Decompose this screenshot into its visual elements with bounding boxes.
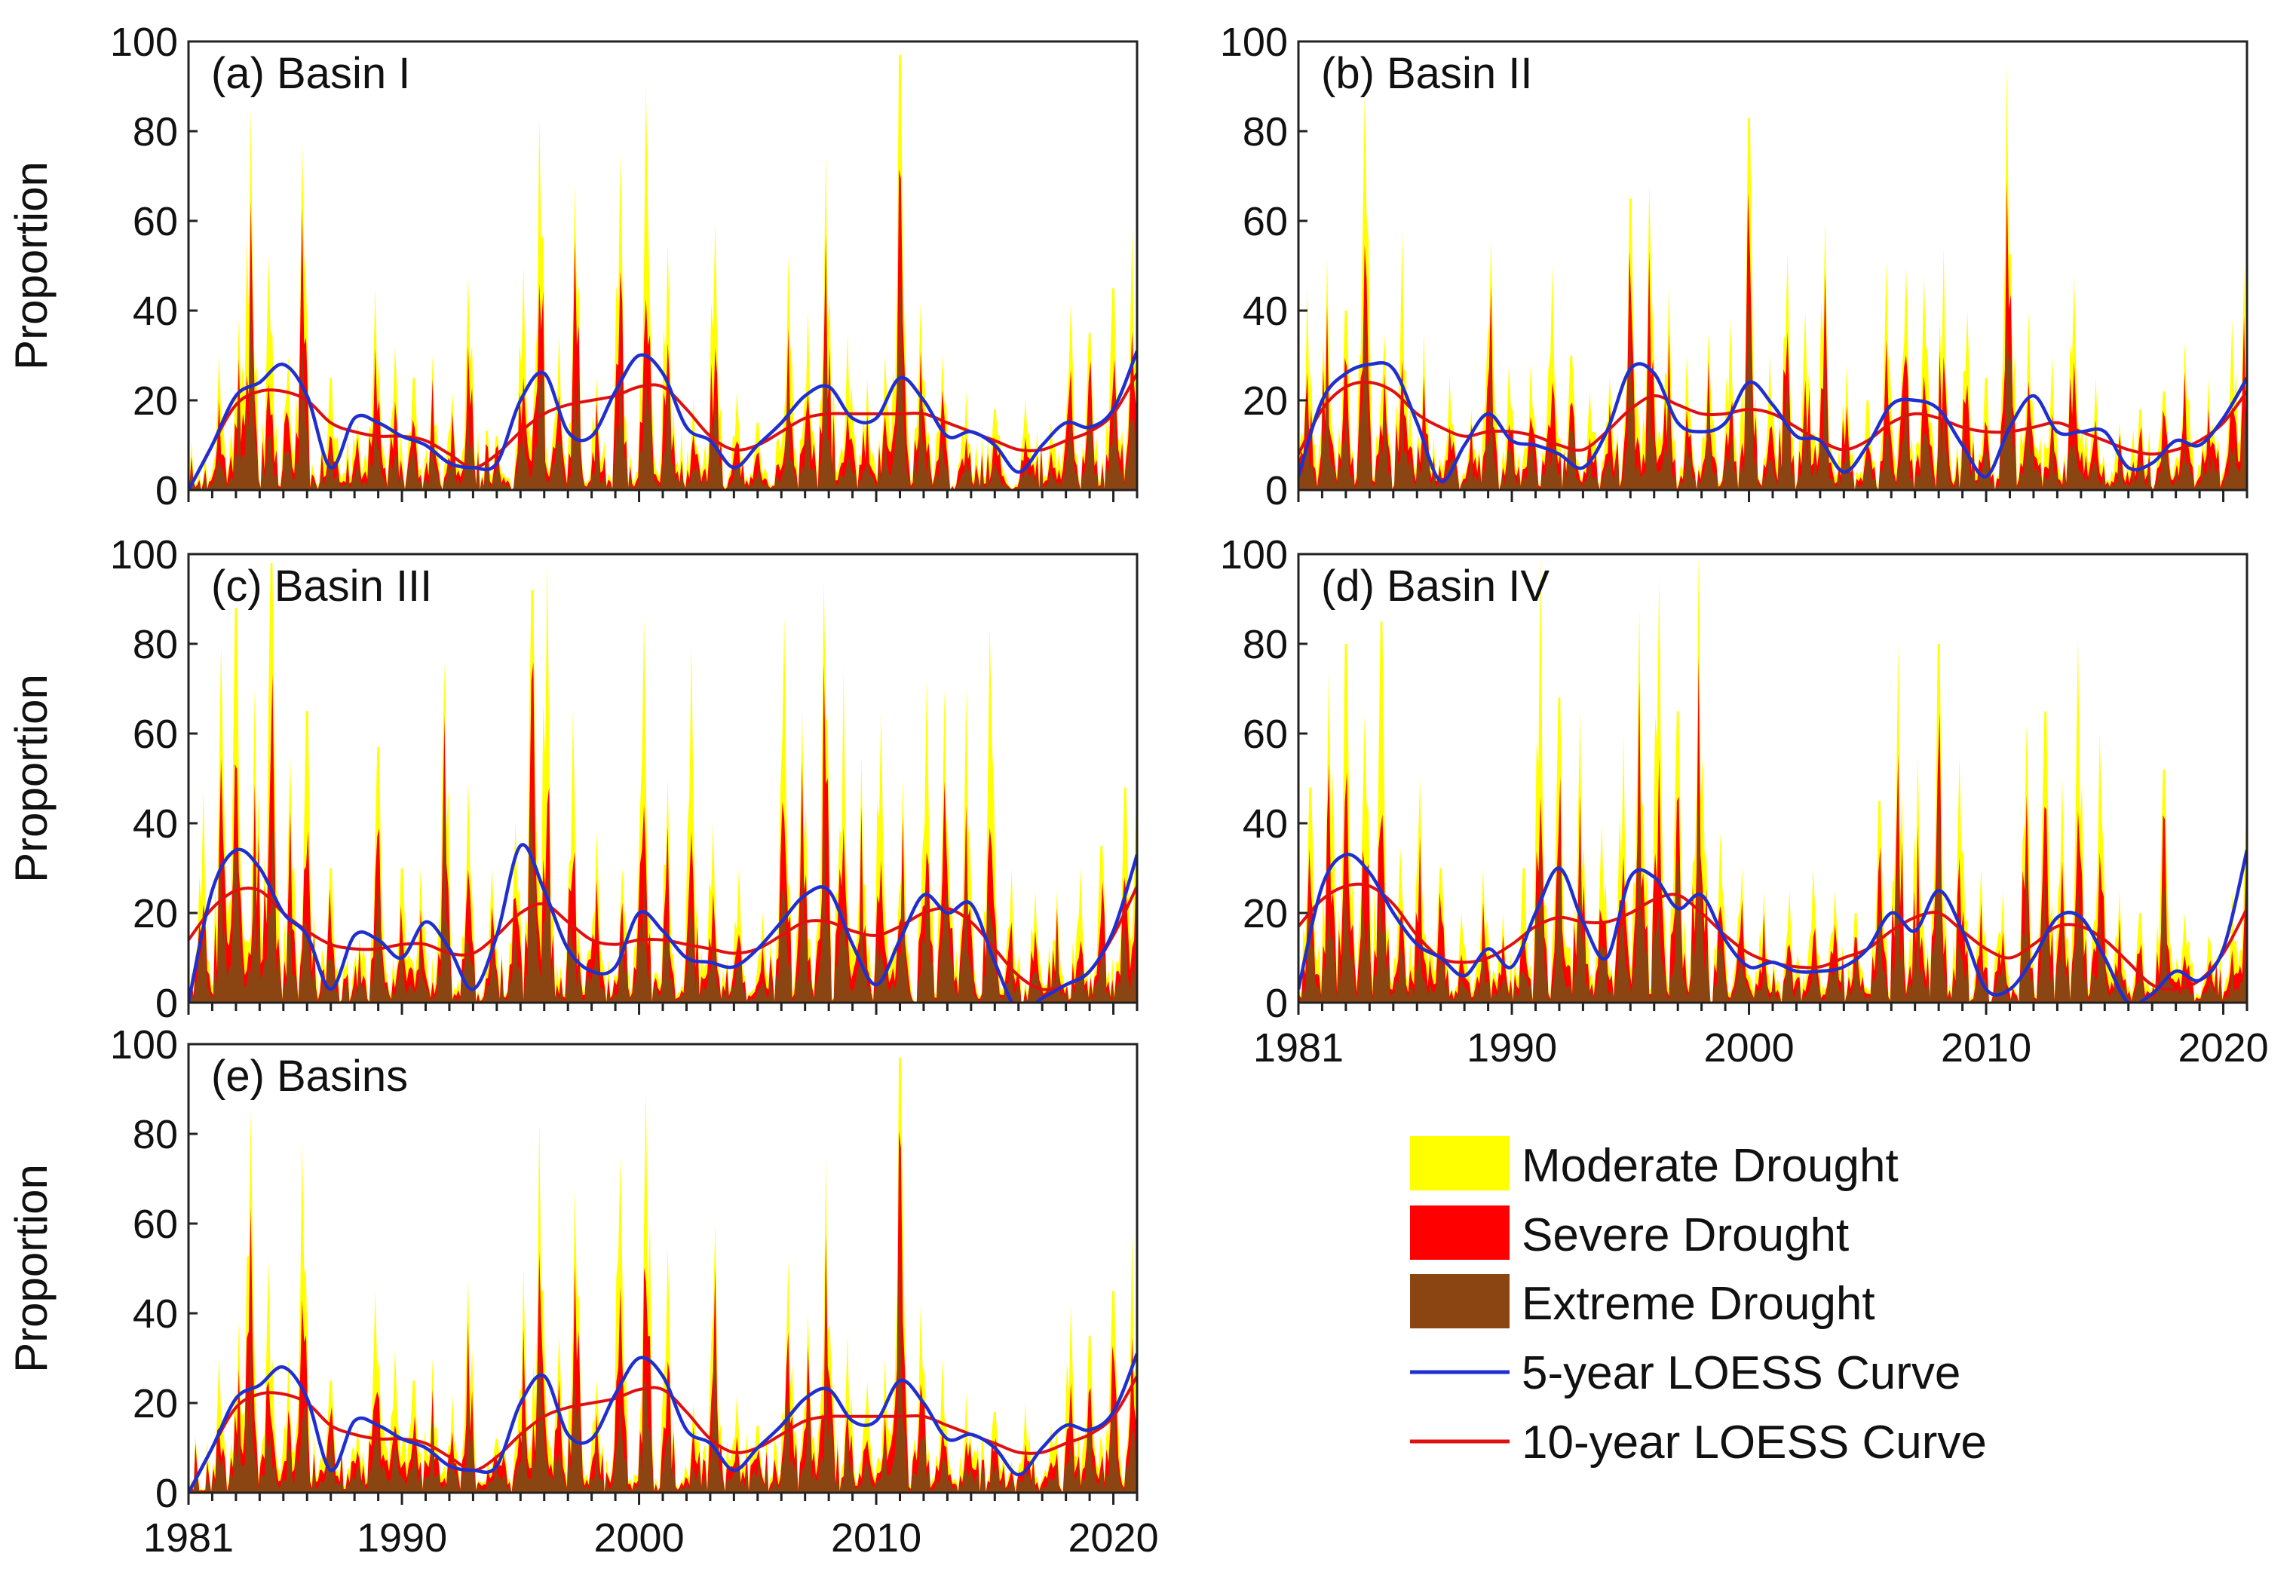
x-tick-label: 1981 bbox=[1253, 1025, 1344, 1071]
y-tick-label: 0 bbox=[155, 1471, 178, 1516]
legend-label-4: 5-year LOESS Curve bbox=[1522, 1347, 1960, 1399]
y-tick-label: 100 bbox=[110, 532, 178, 577]
loess-10yr-line bbox=[1298, 380, 2247, 456]
legend-label-2: Severe Drought bbox=[1522, 1209, 1849, 1261]
y-tick-label: 100 bbox=[110, 1022, 178, 1068]
severe-drought-area bbox=[1298, 180, 2247, 490]
legend-swatch-2 bbox=[1410, 1205, 1510, 1260]
severe-drought-area bbox=[189, 662, 1137, 1003]
loess-5yr-line bbox=[189, 350, 1137, 490]
legend-swatch-3 bbox=[1410, 1274, 1510, 1328]
loess-5yr-line bbox=[1298, 360, 2247, 483]
y-tick-label: 40 bbox=[1243, 289, 1288, 334]
extreme-drought-area bbox=[1298, 302, 2247, 490]
x-tick-label: 1981 bbox=[143, 1515, 234, 1561]
y-tick-label: 80 bbox=[1243, 622, 1288, 667]
y-tick-label: 0 bbox=[1265, 981, 1288, 1026]
y-tick-label: 100 bbox=[1220, 532, 1288, 577]
y-tick-label: 40 bbox=[133, 801, 178, 847]
y-tick-label: 60 bbox=[1243, 199, 1288, 244]
x-tick-label: 2020 bbox=[1068, 1515, 1158, 1561]
plot-area bbox=[189, 54, 1137, 490]
y-tick-label: 20 bbox=[133, 378, 178, 424]
y-tick-label: 60 bbox=[1243, 712, 1288, 757]
x-tick-label: 2000 bbox=[1703, 1025, 1794, 1071]
y-tick-label: 80 bbox=[133, 109, 178, 155]
moderate-drought-area bbox=[1298, 554, 2247, 1003]
legend: Moderate Drought Severe Drought Extreme Dr… bbox=[1410, 1136, 1987, 1469]
loess-5yr-line bbox=[189, 843, 1137, 1003]
panel-title: (a) Basin I bbox=[211, 49, 410, 98]
y-tick-label: 60 bbox=[133, 199, 178, 244]
legend-swatch-1 bbox=[1410, 1136, 1510, 1190]
y-tick-label: 40 bbox=[1243, 801, 1288, 847]
plot-area bbox=[1298, 63, 2247, 490]
panel-1: 0 20 40 60 80 100 Proportion (a) Basin I bbox=[6, 20, 1139, 513]
extreme-drought-area bbox=[189, 280, 1137, 490]
panel-title: (e) Basins bbox=[211, 1052, 408, 1101]
x-tick-label: 1990 bbox=[357, 1515, 447, 1561]
panel-title: (c) Basin III bbox=[211, 562, 432, 611]
y-tick-label: 80 bbox=[133, 1112, 178, 1157]
plot-area bbox=[1298, 554, 2247, 1003]
panel-title: (b) Basin II bbox=[1321, 49, 1532, 98]
y-tick-label: 80 bbox=[1243, 109, 1288, 155]
y-tick-label: 0 bbox=[155, 981, 178, 1026]
panel-3: 0 20 40 60 80 100 Proportion (c) Basin III bbox=[6, 532, 1139, 1026]
x-tick-label: 1990 bbox=[1467, 1025, 1557, 1071]
extreme-drought-area bbox=[1298, 776, 2247, 1003]
y-tick-label: 20 bbox=[133, 891, 178, 936]
plot-area bbox=[189, 1057, 1137, 1493]
y-axis-title: Proportion bbox=[6, 161, 57, 370]
loess-5yr-line bbox=[189, 1352, 1137, 1493]
y-tick-label: 100 bbox=[110, 20, 178, 65]
y-tick-label: 20 bbox=[1243, 891, 1288, 936]
y-axis-title: Proportion bbox=[6, 674, 57, 883]
x-tick-label: 2000 bbox=[593, 1515, 684, 1561]
panel-4: 0 20 40 60 80 100 1981 1990 2000 2010 2020 (d) Basi… bbox=[1220, 532, 2269, 1071]
moderate-drought-area bbox=[189, 562, 1137, 1003]
y-tick-label: 20 bbox=[1243, 378, 1288, 424]
plot-area bbox=[189, 562, 1137, 1003]
y-axis-title: Proportion bbox=[6, 1164, 57, 1373]
loess-5yr-line bbox=[1298, 850, 2247, 1003]
severe-drought-area bbox=[1298, 656, 2247, 1003]
legend-label-1: Moderate Drought bbox=[1522, 1140, 1899, 1192]
extreme-drought-area bbox=[189, 1233, 1137, 1493]
y-tick-label: 60 bbox=[133, 1202, 178, 1247]
y-tick-label: 20 bbox=[133, 1381, 178, 1426]
y-tick-label: 40 bbox=[133, 289, 178, 334]
y-tick-label: 100 bbox=[1220, 20, 1288, 65]
y-tick-label: 60 bbox=[133, 712, 178, 757]
y-tick-label: 40 bbox=[133, 1291, 178, 1337]
y-tick-label: 80 bbox=[133, 622, 178, 667]
panel-2: 0 20 40 60 80 100 (b) Basin II bbox=[1220, 20, 2248, 513]
legend-label-3: Extreme Drought bbox=[1522, 1278, 1875, 1330]
moderate-drought-area bbox=[189, 54, 1137, 490]
panel-5: 0 20 40 60 80 100 1981 1990 2000 2010 2020 Proporti… bbox=[6, 1022, 1159, 1561]
y-tick-label: 0 bbox=[1265, 468, 1288, 513]
panel-title: (d) Basin IV bbox=[1321, 562, 1550, 611]
legend-label-5: 10-year LOESS Curve bbox=[1522, 1417, 1987, 1469]
x-tick-label: 2010 bbox=[1941, 1025, 2031, 1071]
x-tick-label: 2010 bbox=[831, 1515, 921, 1561]
x-tick-label: 2020 bbox=[2178, 1025, 2268, 1071]
y-tick-label: 0 bbox=[155, 468, 178, 513]
